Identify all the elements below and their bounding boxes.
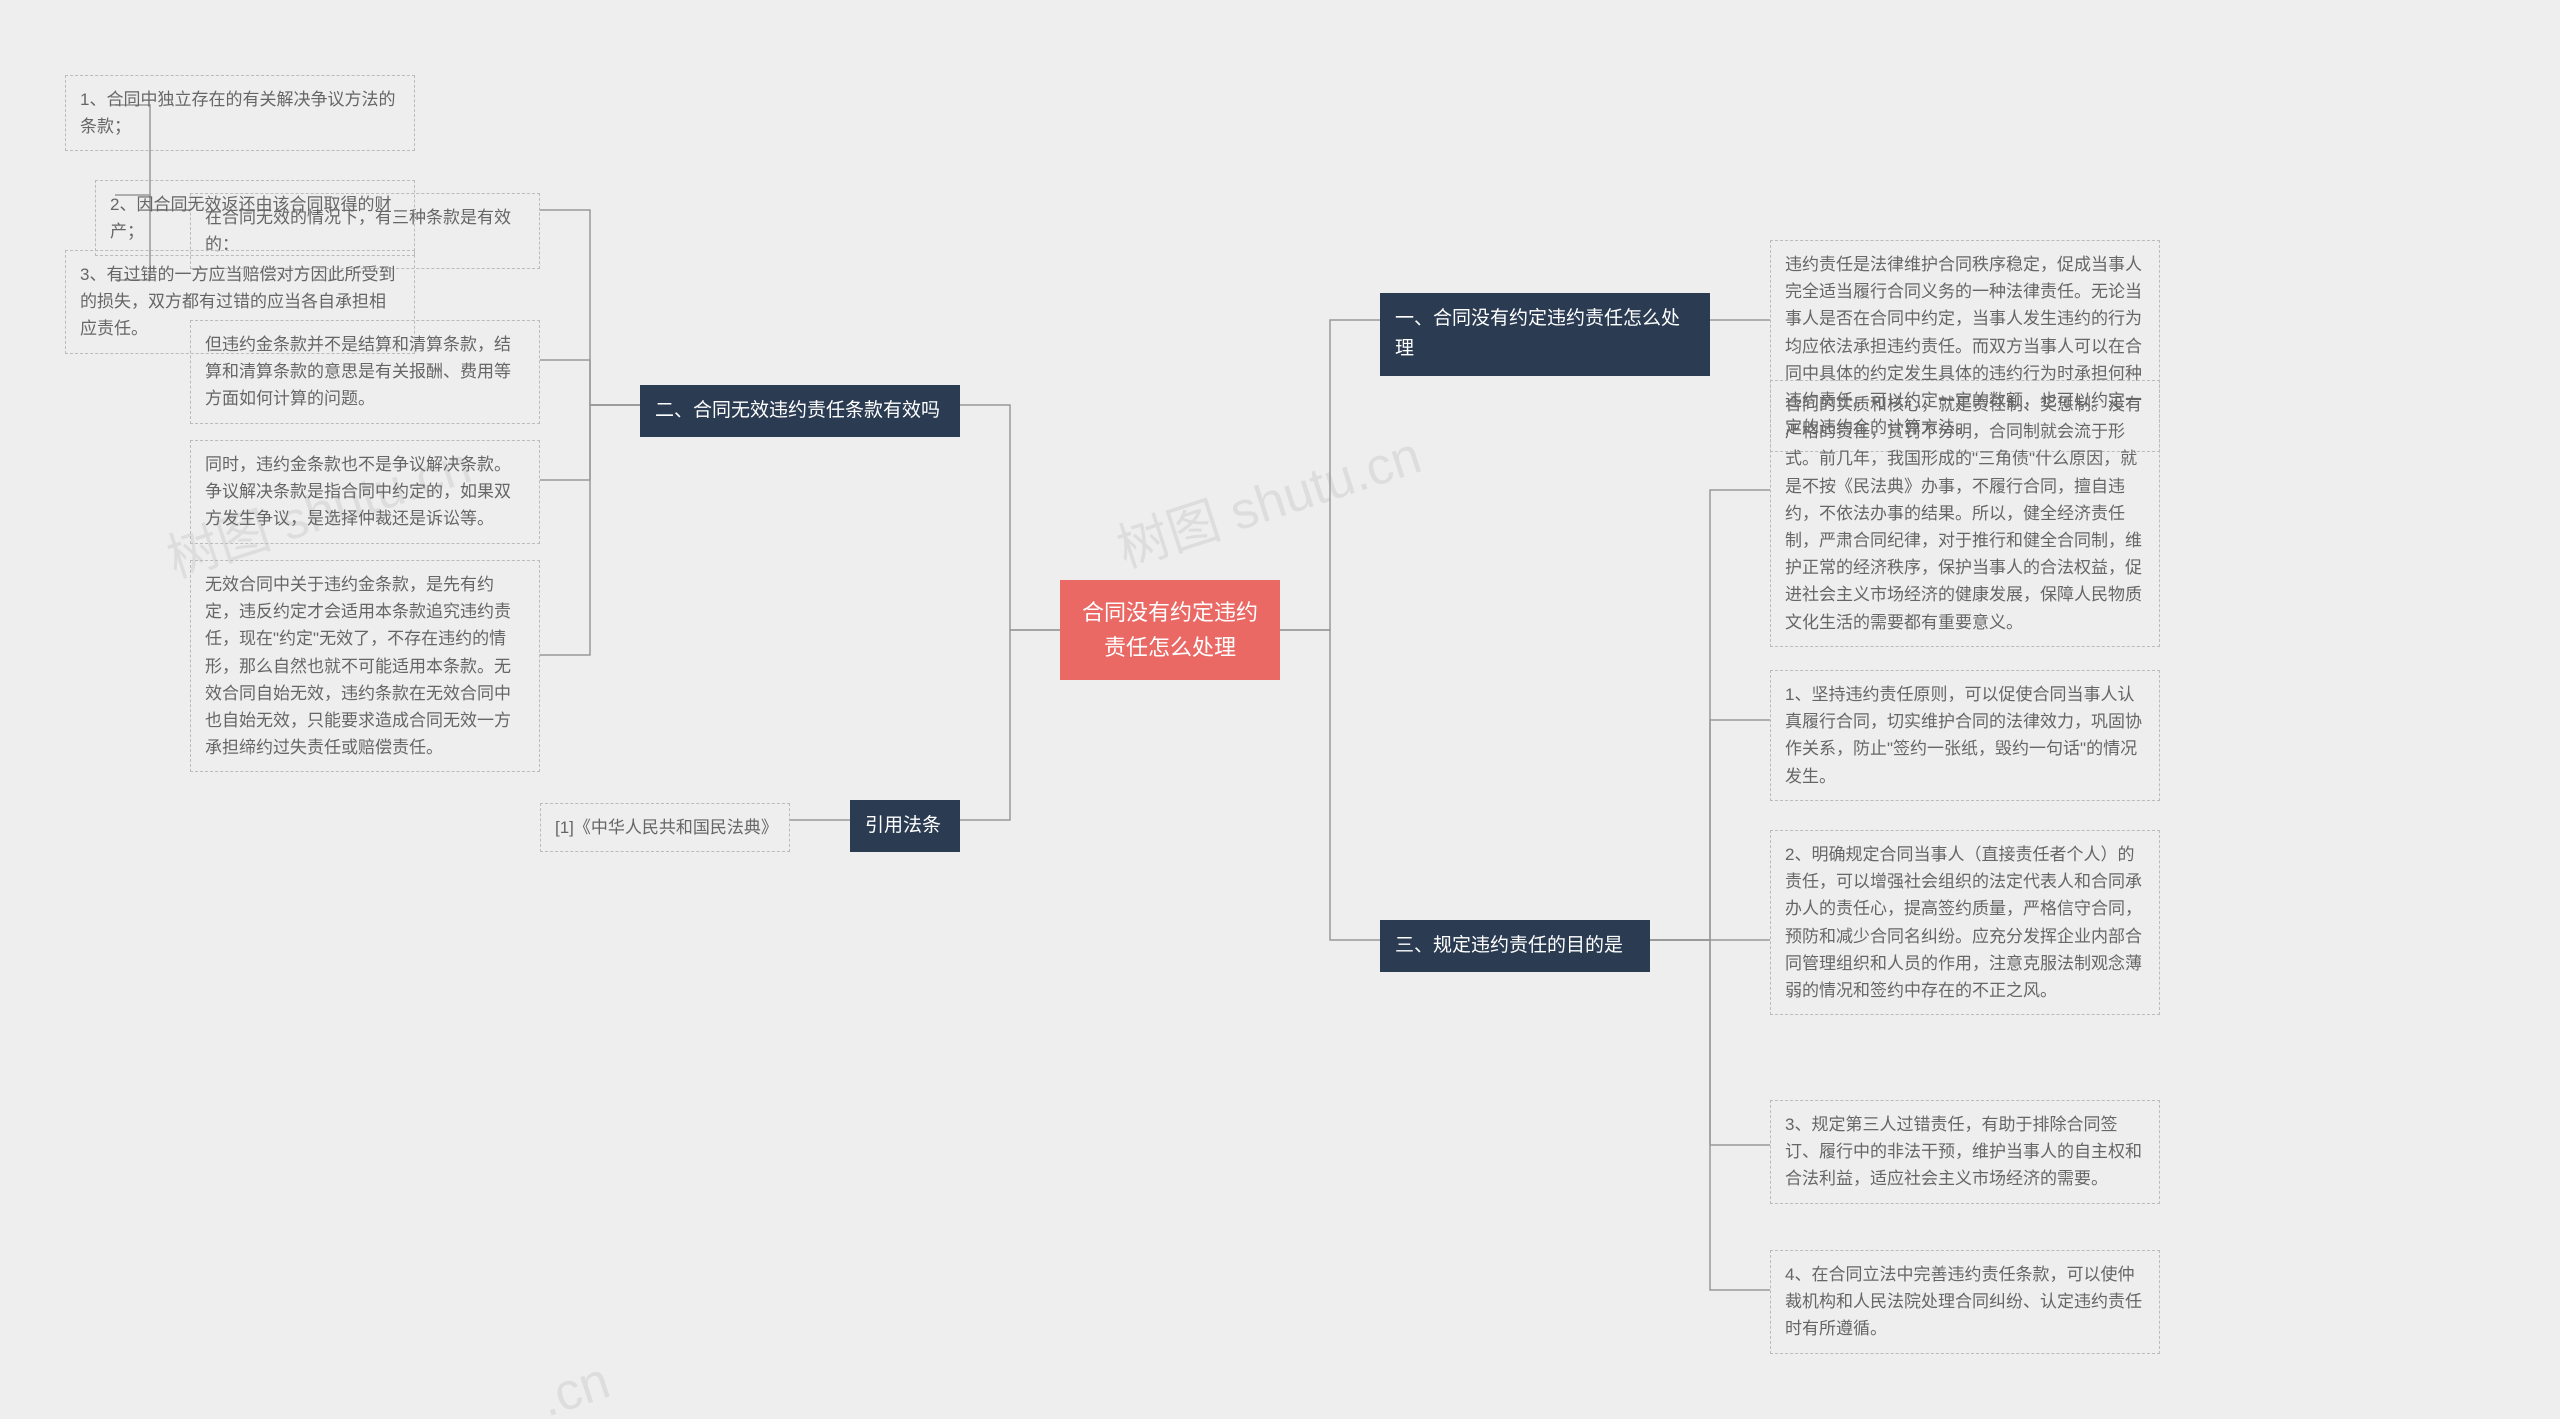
leaf-b2-c1: 但违约金条款并不是结算和清算条款，结算和清算条款的意思是有关报酬、费用等方面如何… [190, 320, 540, 424]
leaf-b4-1: [1]《中华人民共和国民法典》 [540, 803, 790, 852]
watermark-3: .cn [532, 1351, 617, 1419]
branch-2: 二、合同无效违约责任条款有效吗 [640, 385, 960, 437]
leaf-b3-2: 2、明确规定合同当事人（直接责任者个人）的责任，可以增强社会组织的法定代表人和合… [1770, 830, 2160, 1015]
leaf-b3-3: 3、规定第三人过错责任，有助于排除合同签订、履行中的非法干预，维护当事人的自主权… [1770, 1100, 2160, 1204]
leaf-b3-4: 4、在合同立法中完善违约责任条款，可以使仲裁机构和人民法院处理合同纠纷、认定违约… [1770, 1250, 2160, 1354]
branch-3: 三、规定违约责任的目的是 [1380, 920, 1650, 972]
leaf-b3-0: 合同的实质和核心，就是责任制、奖惩制。没有严格的责任，赏罚不分明，合同制就会流于… [1770, 380, 2160, 647]
leaf-b2-c3: 无效合同中关于违约金条款，是先有约定，违反约定才会适用本条款追究违约责任，现在"… [190, 560, 540, 772]
leaf-b2-c2: 同时，违约金条款也不是争议解决条款。争议解决条款是指合同中约定的，如果双方发生争… [190, 440, 540, 544]
branch-1: 一、合同没有约定违约责任怎么处理 [1380, 293, 1710, 376]
leaf-b3-1: 1、坚持违约责任原则，可以促使合同当事人认真履行合同，切实维护合同的法律效力，巩… [1770, 670, 2160, 801]
watermark-2: 树图 shutu.cn [1106, 413, 1429, 582]
leaf-b2-top-2: 2、因合同无效返还由该合同取得的财产； [95, 180, 415, 256]
leaf-b2-top-1: 1、合同中独立存在的有关解决争议方法的条款； [65, 75, 415, 151]
branch-4: 引用法条 [850, 800, 960, 852]
root-node: 合同没有约定违约责任怎么处理 [1060, 580, 1280, 680]
